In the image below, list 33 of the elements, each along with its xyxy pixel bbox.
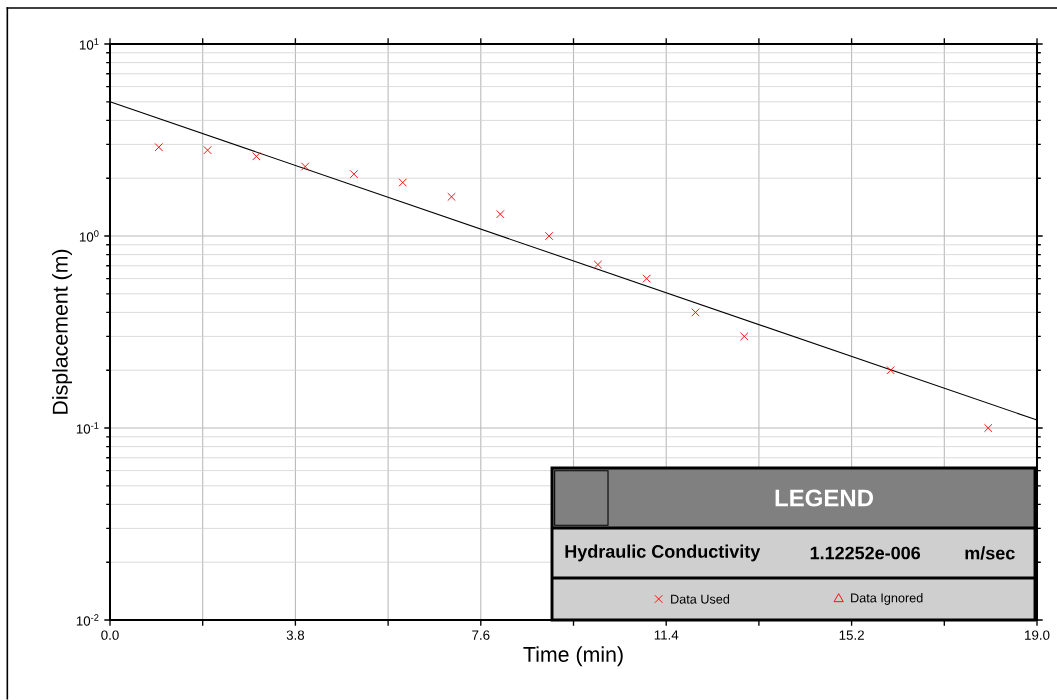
point: [983, 423, 993, 433]
y-axis-title: Displacement (m): [52, 249, 72, 414]
y-tick-label: 10$^{1}$: [79, 38, 99, 50]
point: [398, 178, 407, 187]
x-tick-label: 15.2: [839, 630, 864, 640]
y-tick-label: 10$^{-2}$: [76, 614, 99, 626]
annotation: Hydraulic Conductivity: [565, 544, 761, 562]
point: [886, 365, 895, 375]
point: [252, 152, 261, 161]
x-tick-label: 7.6: [472, 630, 490, 640]
x-tick-label: 3.8: [286, 630, 305, 640]
point: [349, 169, 359, 179]
legend-label: Data Ignored: [851, 593, 923, 605]
y-tick-label: 10$^{-1}$: [76, 422, 99, 434]
point: [300, 162, 310, 171]
point: [691, 308, 700, 317]
annotation: 1.12252e-006: [810, 546, 921, 560]
x-axis-title: Time (min): [523, 646, 623, 667]
point: [496, 209, 505, 219]
point: [154, 142, 164, 152]
x-tick-label: 19.0: [1025, 630, 1050, 640]
point: [544, 231, 554, 241]
annotation: m/sec: [965, 546, 1015, 560]
point: [447, 192, 456, 202]
y-tick-label: 10$^{0}$: [79, 230, 99, 242]
point: [740, 332, 749, 341]
legend-title: LEGEND: [775, 489, 874, 507]
legend-label: Data Used: [671, 594, 730, 604]
x-tick-label: 11.4: [654, 630, 679, 640]
point: [642, 274, 651, 283]
point: [203, 145, 212, 155]
point: [593, 260, 603, 269]
x-tick-label: 0.0: [101, 630, 119, 640]
